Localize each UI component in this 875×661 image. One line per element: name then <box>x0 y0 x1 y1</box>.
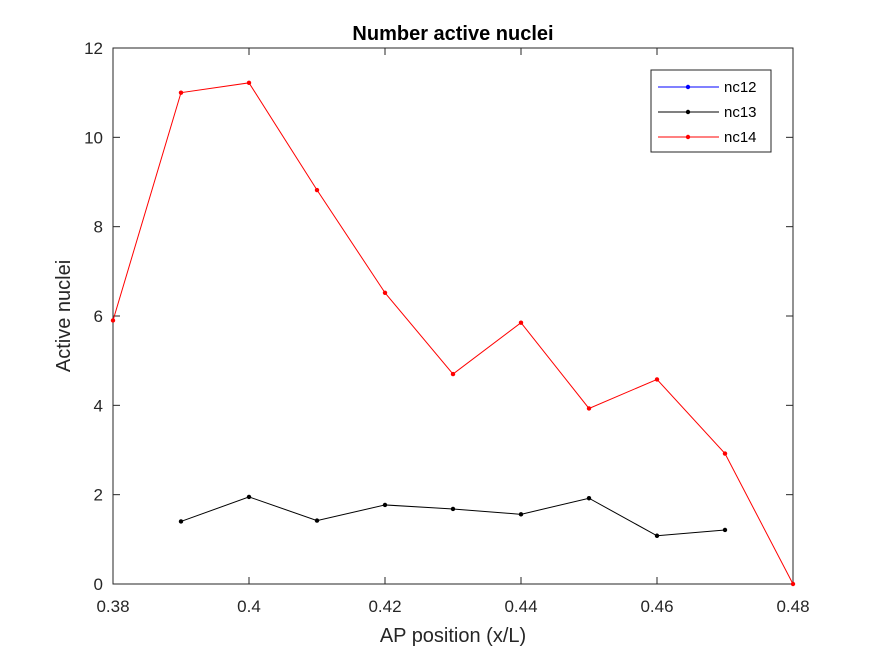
legend-marker-nc14 <box>685 134 691 140</box>
chart-title: Number active nuclei <box>352 23 553 45</box>
y-tick-label: 8 <box>94 218 103 237</box>
x-tick-label: 0.48 <box>776 597 809 616</box>
data-point-nc14 <box>722 451 728 456</box>
data-point-nc13 <box>314 518 320 523</box>
x-tick-label: 0.38 <box>96 597 129 616</box>
y-tick-label: 2 <box>94 486 103 505</box>
data-point-nc13 <box>722 527 728 533</box>
x-tick-label: 0.46 <box>640 597 673 616</box>
data-point-nc14 <box>790 581 796 587</box>
data-point-nc14 <box>450 371 456 377</box>
data-point-nc14 <box>314 187 320 193</box>
data-point-nc14 <box>586 406 592 411</box>
y-tick-label: 4 <box>94 396 103 415</box>
legend-box <box>650 69 772 153</box>
legend-label-nc12: nc12 <box>724 79 757 96</box>
y-tick-label: 0 <box>94 575 103 594</box>
data-point-nc14 <box>246 80 252 86</box>
axis-ticks: 0.38 0.4 0.42 0.44 0.46 0.48 0 2 4 6 8 10 12 <box>84 39 809 616</box>
data-point-nc14 <box>654 377 660 382</box>
legend-label-nc13: nc13 <box>724 104 757 121</box>
y-tick-label: 10 <box>84 128 103 147</box>
data-point-nc13 <box>654 533 660 538</box>
x-tick-label: 0.4 <box>237 597 261 616</box>
legend-marker-nc12 <box>685 84 691 90</box>
legend-marker-nc13 <box>685 109 691 115</box>
data-point-nc13 <box>382 502 388 508</box>
legend: nc12 nc13 nc14 <box>650 69 772 153</box>
data-point-nc13 <box>246 494 252 500</box>
series-layer <box>110 80 796 587</box>
data-point-nc14 <box>382 290 388 295</box>
data-point-nc13 <box>450 506 456 512</box>
y-axis-label: Active nuclei <box>53 260 75 372</box>
x-tick-label: 0.42 <box>368 597 401 616</box>
data-point-nc14 <box>518 320 524 325</box>
data-point-nc14 <box>110 318 116 323</box>
data-point-nc14 <box>178 90 184 95</box>
y-tick-label: 6 <box>94 307 103 326</box>
data-point-nc13 <box>518 512 524 517</box>
legend-label-nc14: nc14 <box>724 129 757 146</box>
x-axis-label: AP position (x/L) <box>380 625 526 647</box>
y-tick-label: 12 <box>84 39 103 58</box>
x-tick-label: 0.44 <box>504 597 537 616</box>
data-point-nc13 <box>178 519 184 524</box>
data-point-nc13 <box>586 496 592 501</box>
